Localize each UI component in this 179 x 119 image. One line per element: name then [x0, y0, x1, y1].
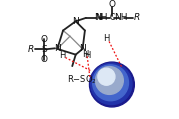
Text: N: N: [55, 44, 61, 53]
Circle shape: [98, 68, 115, 85]
Text: N: N: [72, 17, 79, 26]
Text: C: C: [109, 13, 115, 22]
Text: H: H: [82, 50, 88, 59]
Text: N: N: [79, 44, 86, 53]
Text: NH: NH: [114, 13, 128, 22]
Circle shape: [91, 63, 132, 105]
Text: S: S: [41, 45, 47, 54]
Circle shape: [95, 67, 123, 94]
Text: R: R: [134, 13, 140, 22]
Text: H: H: [59, 51, 66, 60]
Text: O: O: [41, 55, 48, 64]
Text: H: H: [103, 34, 109, 43]
Text: O: O: [108, 0, 115, 9]
Text: N: N: [95, 13, 101, 22]
Text: H: H: [84, 51, 90, 60]
Text: R: R: [28, 45, 34, 54]
Circle shape: [93, 65, 129, 101]
Circle shape: [90, 62, 134, 107]
Text: R$-$SO$_2$: R$-$SO$_2$: [67, 73, 97, 86]
Text: O: O: [41, 35, 48, 44]
Text: NH: NH: [94, 13, 108, 22]
